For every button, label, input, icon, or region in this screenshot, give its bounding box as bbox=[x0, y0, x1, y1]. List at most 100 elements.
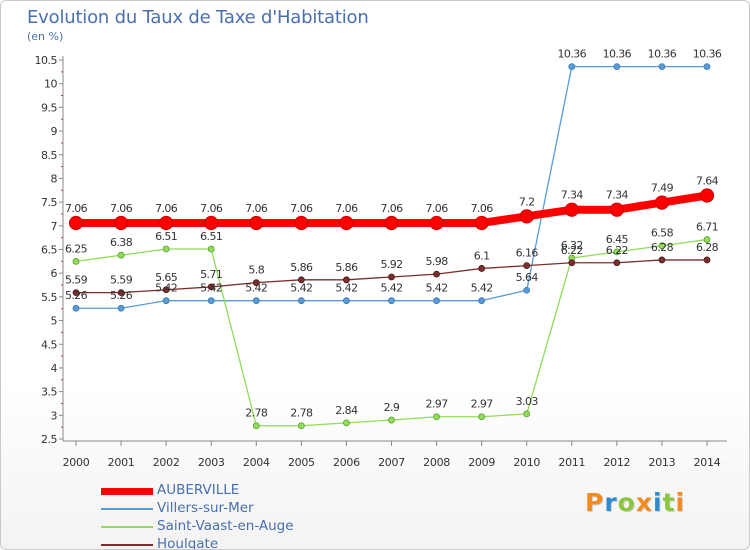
logo-letter: x bbox=[635, 488, 653, 517]
data-point-auberville bbox=[204, 215, 219, 231]
data-label-villers-sur-mer: 5.42 bbox=[426, 282, 448, 295]
chart-title: Evolution du Taux de Taxe d'Habitation bbox=[27, 7, 369, 28]
data-point-villers-sur-mer bbox=[658, 63, 666, 71]
data-label-auberville: 7.34 bbox=[606, 189, 629, 202]
x-tick-label: 2014 bbox=[694, 456, 721, 469]
data-point-saint-vaast-en-auge bbox=[658, 242, 666, 250]
data-label-saint-vaast-en-auge: 6.71 bbox=[696, 221, 718, 234]
data-point-saint-vaast-en-auge bbox=[343, 419, 350, 427]
data-label-saint-vaast-en-auge: 2.84 bbox=[335, 404, 358, 417]
data-point-auberville bbox=[294, 215, 309, 231]
data-point-villers-sur-mer bbox=[433, 297, 440, 305]
legend-swatch bbox=[101, 526, 153, 528]
data-point-auberville bbox=[249, 215, 264, 231]
logo-letter: t bbox=[662, 488, 676, 517]
y-tick-label: 6 bbox=[51, 267, 58, 280]
x-tick-label: 2005 bbox=[288, 456, 315, 469]
data-point-auberville bbox=[609, 202, 624, 217]
data-point-villers-sur-mer bbox=[478, 297, 486, 305]
data-point-villers-sur-mer bbox=[252, 297, 260, 305]
data-label-saint-vaast-en-auge: 2.97 bbox=[471, 398, 494, 411]
x-tick-label: 2003 bbox=[198, 456, 225, 469]
data-label-saint-vaast-en-auge: 6.38 bbox=[110, 236, 133, 249]
data-label-saint-vaast-en-auge: 2.78 bbox=[245, 407, 268, 420]
data-point-saint-vaast-en-auge bbox=[72, 257, 80, 265]
logo-letter: r bbox=[604, 488, 618, 517]
data-point-saint-vaast-en-auge bbox=[162, 245, 170, 253]
data-point-auberville bbox=[654, 195, 670, 210]
data-point-saint-vaast-en-auge bbox=[523, 410, 531, 418]
data-label-villers-sur-mer: 5.42 bbox=[155, 282, 177, 295]
y-tick-label: 6.5 bbox=[41, 244, 57, 257]
x-tick-label: 2011 bbox=[558, 456, 585, 469]
y-tick-label: 7.5 bbox=[41, 196, 57, 209]
data-label-houlgate: 6.28 bbox=[651, 241, 674, 254]
x-tick-label: 2009 bbox=[468, 456, 495, 469]
logo-letter: i bbox=[653, 488, 663, 517]
data-point-houlgate bbox=[613, 259, 621, 267]
data-point-auberville bbox=[474, 215, 489, 231]
proxiti-logo: Proxiti bbox=[585, 488, 685, 517]
chart-subtitle: (en %) bbox=[27, 30, 64, 43]
data-label-houlgate: 6.16 bbox=[516, 247, 539, 260]
data-label-saint-vaast-en-auge: 6.25 bbox=[65, 242, 88, 255]
data-point-houlgate bbox=[72, 289, 80, 297]
data-label-saint-vaast-en-auge: 6.58 bbox=[651, 227, 674, 240]
data-label-villers-sur-mer: 5.26 bbox=[110, 289, 133, 302]
data-label-houlgate: 5.59 bbox=[110, 274, 133, 287]
data-label-saint-vaast-en-auge: 2.9 bbox=[384, 401, 400, 414]
x-tick-label: 2007 bbox=[378, 456, 405, 469]
data-point-saint-vaast-en-auge bbox=[703, 236, 711, 243]
data-point-auberville bbox=[564, 202, 579, 217]
legend-item-villers-sur-mer: Villers-sur-Mer bbox=[101, 500, 401, 516]
data-label-houlgate: 6.1 bbox=[474, 249, 490, 262]
data-point-auberville bbox=[339, 215, 354, 231]
data-point-auberville bbox=[113, 215, 129, 231]
data-label-villers-sur-mer: 10.36 bbox=[558, 48, 587, 61]
data-point-villers-sur-mer bbox=[523, 286, 531, 294]
y-tick-label: 5 bbox=[51, 315, 58, 328]
data-point-houlgate bbox=[207, 283, 215, 291]
legend-item-saint-vaast-en-auge: Saint-Vaast-en-Auge bbox=[101, 518, 401, 534]
x-tick-label: 2000 bbox=[63, 456, 90, 469]
data-point-auberville bbox=[519, 209, 534, 224]
y-tick-label: 10 bbox=[44, 78, 57, 91]
legend-item-houlgate: Houlgate bbox=[101, 536, 401, 549]
logo-letter: i bbox=[675, 488, 686, 517]
data-label-auberville: 7.06 bbox=[245, 202, 268, 215]
data-label-houlgate: 5.92 bbox=[380, 258, 402, 271]
y-tick-label: 9 bbox=[51, 125, 58, 138]
chart-axes: 2.5 3 3.5 4 4.5 5 5.5 6 6.5 7 7.5 8 8.5 9 9.5 10 10.5 200… bbox=[35, 54, 727, 469]
data-label-auberville: 7.2 bbox=[519, 195, 535, 208]
data-point-houlgate bbox=[478, 265, 486, 272]
y-tick-label: 4.5 bbox=[41, 338, 57, 351]
data-label-villers-sur-mer: 5.42 bbox=[200, 282, 222, 295]
data-point-saint-vaast-en-auge bbox=[433, 413, 440, 421]
data-label-saint-vaast-en-auge: 6.51 bbox=[155, 230, 177, 243]
data-point-houlgate bbox=[703, 256, 711, 264]
data-label-houlgate: 5.71 bbox=[200, 268, 222, 281]
data-label-auberville: 7.06 bbox=[471, 202, 494, 215]
data-point-villers-sur-mer bbox=[703, 63, 711, 71]
legend-label: AUBERVILLE bbox=[157, 482, 240, 498]
data-label-villers-sur-mer: 5.42 bbox=[380, 282, 402, 295]
y-tick-label: 8.5 bbox=[41, 149, 57, 162]
data-point-saint-vaast-en-auge bbox=[117, 251, 125, 259]
data-point-auberville bbox=[699, 188, 715, 203]
data-point-houlgate bbox=[388, 273, 395, 281]
data-label-auberville: 7.06 bbox=[155, 202, 178, 215]
chart-series bbox=[68, 63, 715, 430]
data-label-houlgate: 6.22 bbox=[606, 244, 628, 257]
data-label-villers-sur-mer: 10.36 bbox=[648, 48, 677, 61]
data-point-saint-vaast-en-auge bbox=[297, 422, 305, 430]
x-tick-label: 2002 bbox=[153, 456, 180, 469]
data-label-houlgate: 5.86 bbox=[290, 261, 313, 274]
data-point-villers-sur-mer bbox=[207, 297, 215, 305]
data-point-houlgate bbox=[433, 270, 440, 278]
data-label-auberville: 7.06 bbox=[200, 202, 223, 215]
legend-label: Saint-Vaast-en-Auge bbox=[157, 518, 294, 534]
x-tick-label: 2013 bbox=[649, 456, 676, 469]
data-label-villers-sur-mer: 5.42 bbox=[245, 282, 267, 295]
data-label-saint-vaast-en-auge: 2.78 bbox=[290, 407, 313, 420]
logo-letter: P bbox=[585, 488, 605, 517]
